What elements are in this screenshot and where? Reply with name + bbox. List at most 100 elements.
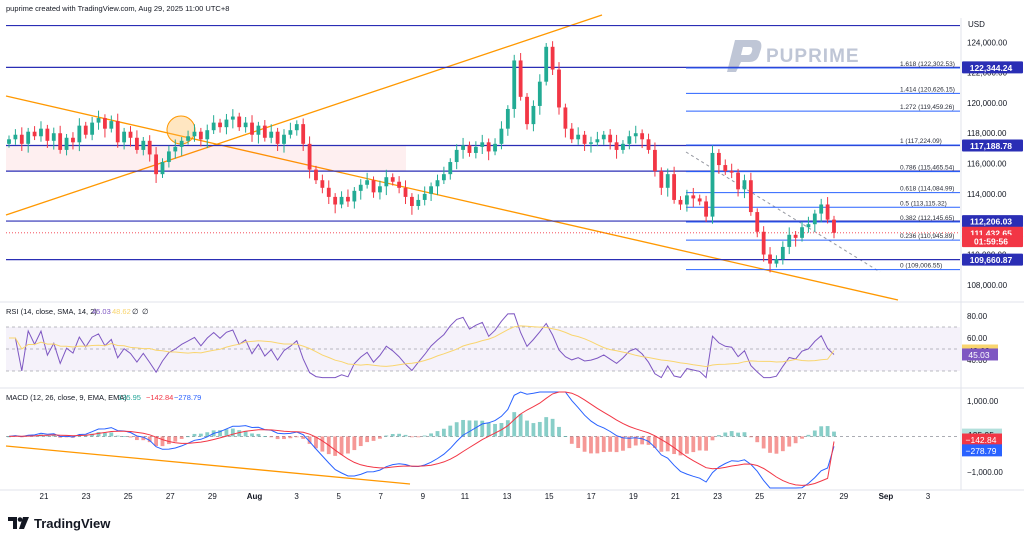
- candle: [115, 113, 120, 148]
- candle-body: [64, 137, 69, 150]
- macd-histogram-bar: [518, 413, 523, 437]
- price-badge: [962, 139, 1023, 152]
- candle-body: [691, 195, 696, 199]
- date-tick-label: 25: [124, 492, 133, 501]
- date-tick-label: 29: [839, 492, 848, 501]
- candle: [819, 198, 824, 223]
- candle-body: [627, 136, 632, 144]
- candle-body: [173, 146, 178, 152]
- date-tick-label: 25: [755, 492, 764, 501]
- candle-body: [135, 137, 139, 150]
- macd-histogram-bar: [761, 436, 766, 449]
- candle: [135, 130, 139, 154]
- candle-body: [761, 231, 766, 255]
- puprime-logo-icon: [727, 40, 762, 72]
- chart-header-caption: puprime created with TradingView.com, Au…: [6, 4, 229, 13]
- macd-histogram-bar: [716, 435, 721, 437]
- macd-trendline: [5, 445, 411, 485]
- macd-histogram-bar: [691, 436, 696, 453]
- macd-histogram-bar: [288, 436, 293, 439]
- macd-header-value: 135.95: [118, 393, 141, 402]
- falling-trendline: [5, 95, 899, 301]
- date-tick-label: 27: [166, 492, 175, 501]
- macd-histogram-bar: [422, 435, 427, 437]
- rsi-indicator-title[interactable]: RSI (14, close, SMA, 14, 2): [6, 307, 97, 316]
- candle-body: [224, 119, 229, 128]
- candle-body: [384, 177, 389, 187]
- candle-body: [141, 140, 146, 150]
- candle-body: [211, 122, 216, 131]
- candle: [563, 103, 568, 138]
- candle: [32, 126, 37, 141]
- candle-body: [333, 196, 338, 205]
- macd-histogram-bar: [109, 432, 114, 437]
- candle: [812, 209, 817, 232]
- candle: [780, 241, 785, 265]
- macd-value-badge-label: −278.79: [966, 446, 997, 456]
- macd-histogram-bar: [103, 432, 107, 437]
- candle-body: [832, 219, 836, 233]
- price-badge-label: 01:59:56: [974, 237, 1008, 247]
- candle: [518, 53, 523, 101]
- candle: [320, 174, 325, 194]
- macd-histogram-bar: [358, 436, 363, 447]
- candle-body: [505, 108, 510, 129]
- macd-histogram-bar: [275, 436, 280, 440]
- macd-histogram-bar: [365, 436, 370, 443]
- candle-body: [595, 139, 600, 143]
- macd-histogram-bar: [96, 432, 101, 437]
- candle: [441, 166, 446, 185]
- candle-body: [685, 195, 689, 205]
- candle: [716, 149, 721, 174]
- candle-body: [454, 149, 459, 163]
- date-tick-label: 3: [926, 492, 931, 501]
- price-badge-label: 109,660.87: [970, 255, 1013, 265]
- candle-body: [800, 227, 804, 238]
- fib-level-label: 0.236 (110,945.89): [900, 233, 954, 240]
- macd-histogram-bar: [653, 436, 657, 448]
- candle-body: [729, 171, 734, 173]
- macd-histogram-bar: [314, 436, 318, 449]
- date-tick-label: 23: [713, 492, 722, 501]
- rsi-tick-label: 40.00: [967, 356, 988, 365]
- macd-histogram-bar: [550, 418, 555, 437]
- candle: [761, 226, 766, 262]
- candle: [198, 127, 203, 147]
- candle-body: [154, 154, 158, 175]
- macd-histogram-bar: [812, 430, 817, 437]
- candle: [774, 255, 779, 268]
- candle-body: [301, 124, 306, 144]
- candle: [729, 163, 734, 179]
- fib-level-label: 0.618 (114,084.99): [900, 186, 954, 193]
- candle-body: [416, 199, 421, 206]
- macd-indicator-title[interactable]: MACD (12, 26, close, 9, EMA, EMA): [6, 393, 127, 402]
- candle-body: [633, 133, 638, 137]
- macd-line: [8, 391, 835, 489]
- macd-histogram-bar: [441, 428, 446, 437]
- macd-histogram-bar: [435, 431, 440, 437]
- macd-histogram-bar: [806, 434, 811, 437]
- date-tick-label: 21: [40, 492, 49, 501]
- candle-body: [793, 234, 798, 238]
- macd-value-badge-label: −142.84: [966, 435, 997, 445]
- rsi-value-badge-label: 45.03: [968, 350, 990, 360]
- macd-histogram-bar: [429, 433, 433, 437]
- macd-histogram-bar: [333, 436, 338, 456]
- candle-body: [262, 125, 267, 138]
- macd-histogram-bar: [269, 436, 274, 438]
- candle: [454, 144, 459, 170]
- candle-body: [179, 140, 184, 147]
- tradingview-footer[interactable]: TradingView: [8, 514, 110, 532]
- candle: [109, 115, 114, 133]
- candle: [537, 74, 542, 115]
- macd-histogram-bar: [780, 436, 785, 452]
- candle-body: [378, 186, 382, 193]
- date-tick-label: 19: [629, 492, 638, 501]
- price-tick-label: 118,000.00: [967, 129, 1007, 138]
- candle-body: [339, 196, 344, 205]
- macd-histogram-bar: [320, 436, 325, 452]
- candle-body: [665, 174, 670, 188]
- candle: [64, 133, 69, 156]
- candle: [45, 124, 50, 148]
